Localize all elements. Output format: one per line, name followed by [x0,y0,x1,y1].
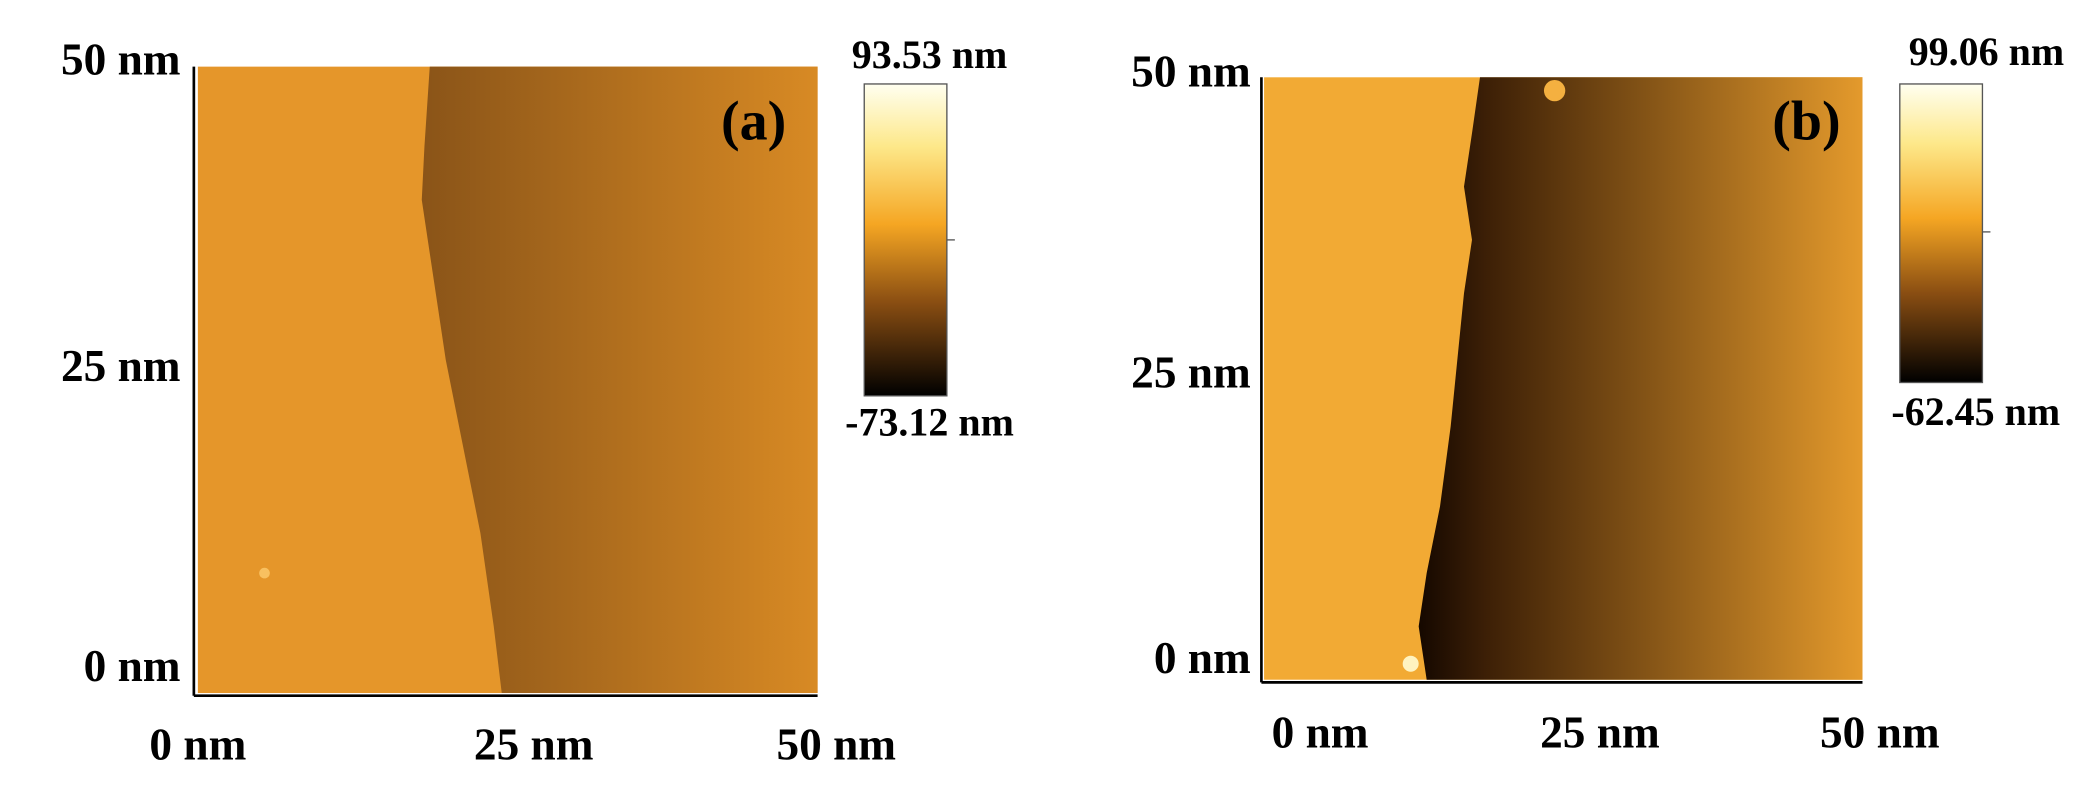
y-tick-label: 0 nm [1154,633,1251,683]
colorbar-min: -73.12 nm [845,400,1014,445]
x-tick-label: 25 nm [474,719,594,769]
colorbar-min: -62.45 nm [1891,389,2060,434]
y-tick-label: 25 nm [1131,348,1251,398]
x-tick-label: 50 nm [1820,707,1940,757]
x-tick-label: 25 nm [1540,707,1660,757]
y-tick-label: 25 nm [61,341,181,391]
afm-image-b [1264,77,1863,680]
y-tick-label: 50 nm [1131,46,1251,96]
x-tick-label: 0 nm [149,719,246,769]
colorbar [863,83,948,397]
colorbar [1899,83,1984,384]
y-tick-label: 0 nm [84,641,181,691]
afm-image-a [197,66,818,694]
x-tick-label: 0 nm [1272,707,1369,757]
colorbar-max: 99.06 nm [1909,29,2064,74]
panel-label: (a) [721,90,786,152]
x-tick-label: 50 nm [776,719,896,769]
panel-label: (b) [1772,90,1840,152]
colorbar-max: 93.53 nm [852,32,1007,77]
y-tick-label: 50 nm [61,34,181,84]
